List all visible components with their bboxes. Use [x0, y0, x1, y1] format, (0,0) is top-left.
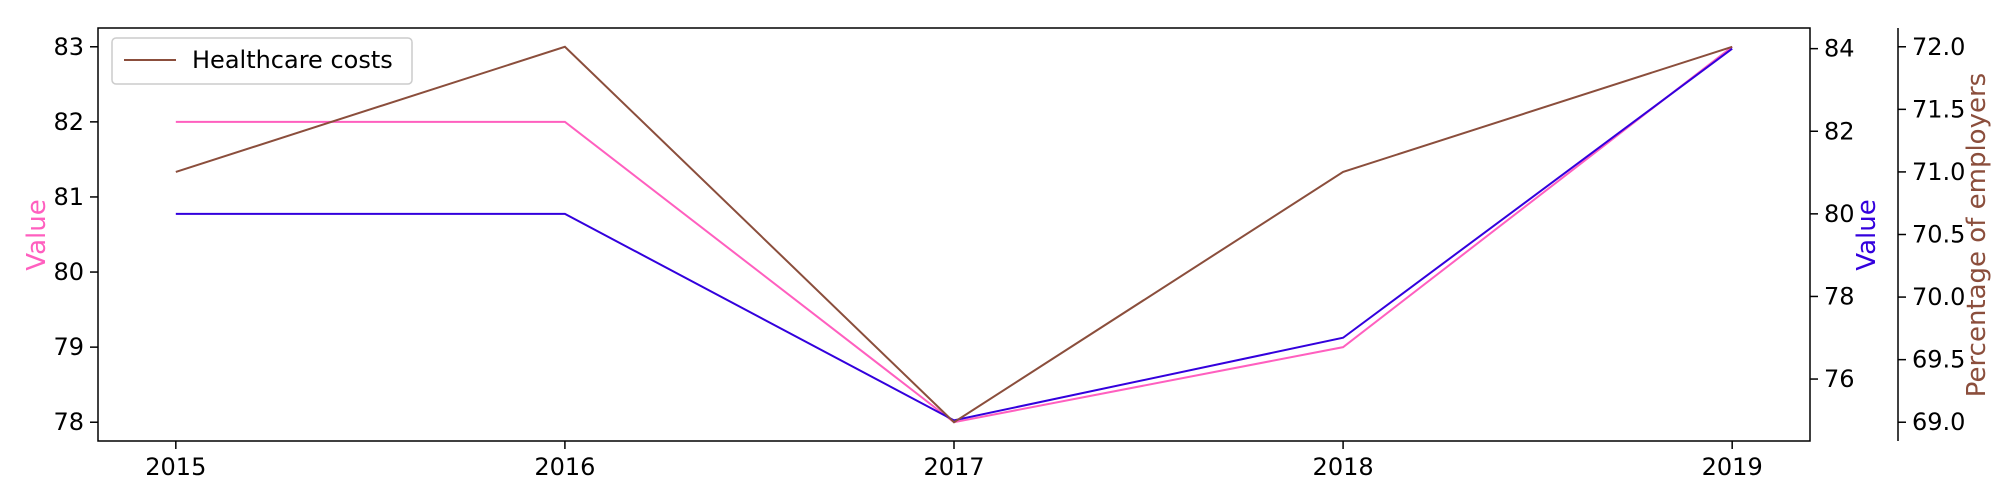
left-y-axis: 78 79 80 81 82 83 [53, 33, 98, 436]
series-line-right2 [175, 45, 1733, 424]
series-line-left [175, 45, 1733, 424]
right1-tick-label-80: 80 [1824, 200, 1855, 228]
right1-tick-label-78: 78 [1824, 282, 1855, 310]
right2-tick-label-70.5: 70.5 [1912, 221, 1965, 249]
x-tick-label-2016: 2016 [534, 453, 595, 481]
left-tick-label-81: 81 [53, 183, 84, 211]
series-line-right1 [175, 47, 1733, 422]
right-axis-2-title: Percentage of employers [1962, 73, 1992, 397]
x-tick-label-2017: 2017 [923, 453, 984, 481]
right2-tick-label-72.0: 72.0 [1912, 33, 1965, 61]
right-y-axis-1: 76 78 80 82 84 [1810, 35, 1855, 393]
right1-tick-label-76: 76 [1824, 365, 1855, 393]
x-tick-label-2019: 2019 [1702, 453, 1763, 481]
right-axis-1-title: Value [1852, 199, 1882, 270]
plot-frame [97, 27, 1811, 442]
left-tick-label-80: 80 [53, 258, 84, 286]
x-tick-label-2018: 2018 [1313, 453, 1374, 481]
legend-box [111, 37, 413, 85]
right2-tick-label-70.0: 70.0 [1912, 283, 1965, 311]
right-y-axis-2: 69.0 69.5 70.0 70.5 71.0 71.5 72.0 [1897, 28, 1965, 441]
left-tick-label-83: 83 [53, 33, 84, 61]
right2-tick-label-69.5: 69.5 [1912, 346, 1965, 374]
left-tick-label-79: 79 [53, 333, 84, 361]
right1-tick-label-82: 82 [1824, 117, 1855, 145]
left-tick-label-82: 82 [53, 108, 84, 136]
right2-tick-label-69.0: 69.0 [1912, 408, 1965, 436]
legend: Healthcare costs [111, 37, 413, 85]
left-tick-label-78: 78 [53, 408, 84, 436]
left-axis-title: Value [22, 199, 52, 270]
right2-tick-label-71.5: 71.5 [1912, 95, 1965, 123]
legend-label-healthcare-costs: Healthcare costs [192, 46, 393, 74]
series-layer [175, 45, 1733, 424]
x-tick-label-2015: 2015 [145, 453, 206, 481]
x-axis: 2015 2016 2017 2018 2019 [145, 441, 1763, 481]
right1-tick-label-84: 84 [1824, 35, 1855, 63]
plot-area [97, 27, 1811, 442]
right2-tick-label-71.0: 71.0 [1912, 158, 1965, 186]
